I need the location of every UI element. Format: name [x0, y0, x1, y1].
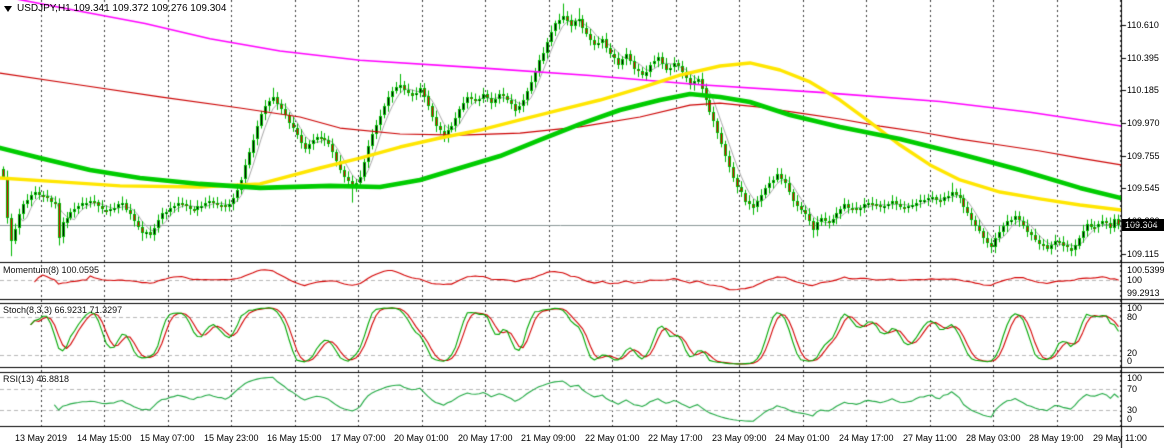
rsi-scale-label: 100: [1127, 373, 1143, 383]
stochastic-scale-label: 0: [1127, 356, 1133, 366]
time-tick-label: 29 May 11:00: [1093, 433, 1147, 443]
time-tick-label: 24 May 01:00: [775, 433, 830, 443]
time-tick-label: 22 May 17:00: [648, 433, 703, 443]
momentum-indicator-label: Momentum(8) 100.0595: [3, 265, 100, 275]
rsi-scale-label: 0: [1127, 414, 1133, 424]
price-tick-label: 109.330: [1127, 215, 1160, 226]
symbol-dropdown-icon[interactable]: [4, 5, 12, 12]
symbol-quote-title: USDJPY,H1 109.341 109.372 109.276 109.30…: [17, 3, 227, 14]
stochastic-scale-label: 20: [1127, 348, 1138, 358]
time-tick-label: 23 May 09:00: [712, 433, 767, 443]
time-tick-label: 24 May 17:00: [839, 433, 894, 443]
time-tick-label: 13 May 2019: [15, 433, 68, 443]
rsi-indicator-label: RSI(13) 46.8818: [3, 374, 70, 384]
time-tick-label: 16 May 15:00: [267, 433, 322, 443]
time-tick-label: 22 May 01:00: [585, 433, 640, 443]
price-tick-label: 110.610: [1127, 20, 1159, 30]
stochastic-scale-label: 100: [1127, 303, 1143, 313]
price-tick-label: 109.115: [1127, 248, 1159, 259]
price-tick-label: 110.185: [1127, 85, 1159, 96]
time-tick-label: 20 May 01:00: [394, 433, 449, 443]
time-tick-label: 15 May 07:00: [140, 433, 195, 443]
current-price-tag: 109.304: [1122, 219, 1164, 231]
time-tick-label: 28 May 19:00: [1029, 433, 1084, 443]
chart-title-bar: USDJPY,H1 109.341 109.372 109.276 109.30…: [4, 3, 226, 14]
time-tick-label: 28 May 03:00: [966, 433, 1021, 443]
price-tick-label: 109.970: [1127, 117, 1160, 128]
price-tick-label: 109.755: [1127, 150, 1160, 161]
time-tick-label: 14 May 15:00: [77, 433, 132, 443]
price-tick-label: 110.395: [1127, 52, 1159, 63]
stochastic-indicator-label: Stoch(8,3,3) 66.9231 71.3297: [3, 305, 123, 315]
stochastic-scale-label: 80: [1127, 312, 1138, 322]
rsi-scale-label: 30: [1127, 405, 1138, 415]
rsi-scale-label: 70: [1127, 384, 1138, 394]
time-tick-label: 17 May 07:00: [331, 433, 386, 443]
time-tick-label: 15 May 23:00: [204, 433, 259, 443]
price-tick-label: 109.545: [1127, 183, 1160, 194]
time-tick-label: 21 May 09:00: [521, 433, 576, 443]
momentum-scale-label: 100.5399: [1127, 265, 1164, 275]
momentum-scale-label: 99.2913: [1127, 287, 1160, 298]
momentum-scale-label: 100: [1127, 274, 1143, 285]
time-tick-label: 20 May 17:00: [458, 433, 513, 443]
time-tick-label: 27 May 11:00: [903, 433, 957, 443]
